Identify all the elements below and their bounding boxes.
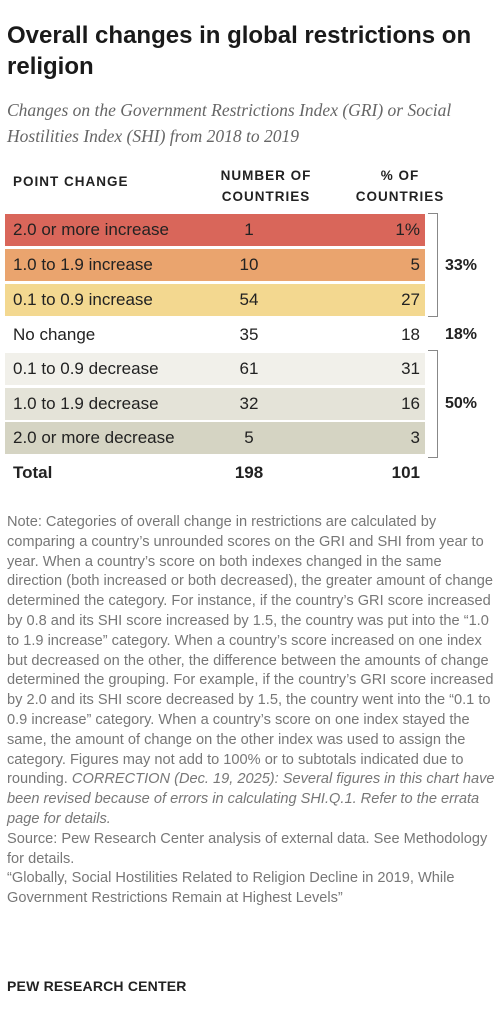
row-percent: 5 [410, 255, 420, 274]
subtotal-increase: 33% [445, 257, 478, 274]
subtotal-no-change: 18% [445, 326, 478, 343]
row-count: 10 [239, 255, 259, 274]
table-row: 1.0 to 1.9 increase 10 5 [5, 249, 425, 281]
chart-title: Overall changes in global restrictions o… [7, 22, 472, 80]
note-source: Source: Pew Research Center analysis of … [7, 830, 488, 867]
row-count: 32 [239, 394, 259, 413]
row-count: 5 [244, 428, 254, 447]
header-percent-of-countries: % OF COUNTRIES [350, 165, 450, 207]
table-row-total: Total 198 101 [5, 457, 425, 489]
bracket-increase [428, 213, 438, 317]
header-number-line2: COUNTRIES [221, 189, 311, 204]
note-correction: CORRECTION (Dec. 19, 2025): Several figu… [7, 771, 495, 827]
row-percent: 27 [401, 290, 420, 309]
subtotal-decrease: 50% [445, 395, 478, 412]
footer-brand: PEW RESEARCH CENTER [7, 978, 187, 994]
note-main: Note: Categories of overall change in re… [7, 514, 494, 788]
header-point-change: POINT CHANGE [13, 174, 129, 189]
header-number-line1: NUMBER OF [220, 168, 312, 183]
table-row: 0.1 to 0.9 decrease 61 31 [5, 353, 425, 385]
table-row: 2.0 or more increase 1 1% [5, 214, 425, 246]
row-count: 35 [239, 325, 259, 344]
header-percent-line1: % OF [380, 168, 420, 183]
row-label: No change [13, 325, 96, 344]
table-row: No change 35 18 [5, 319, 425, 351]
header-number-of-countries: NUMBER OF COUNTRIES [212, 165, 320, 207]
note-report-title: “Globally, Social Hostilities Related to… [7, 870, 455, 907]
total-label: Total [13, 463, 53, 482]
row-label: 2.0 or more decrease [13, 428, 175, 447]
row-percent: 1% [395, 220, 420, 239]
total-percent: 101 [391, 463, 420, 482]
header-percent-line2: COUNTRIES [355, 189, 445, 204]
row-label: 2.0 or more increase [13, 220, 169, 239]
row-label: 0.1 to 0.9 decrease [13, 359, 159, 378]
row-count: 1 [244, 220, 254, 239]
row-label: 1.0 to 1.9 increase [13, 255, 153, 274]
table-row: 2.0 or more decrease 5 3 [5, 422, 425, 454]
row-count: 54 [239, 290, 259, 309]
row-percent: 18 [401, 325, 420, 344]
row-label: 0.1 to 0.9 increase [13, 290, 153, 309]
chart-subtitle: Changes on the Government Restrictions I… [7, 100, 452, 146]
row-label: 1.0 to 1.9 decrease [13, 394, 159, 413]
table-row: 0.1 to 0.9 increase 54 27 [5, 284, 425, 316]
bracket-decrease [428, 350, 438, 458]
row-percent: 3 [410, 428, 420, 447]
row-count: 61 [239, 359, 259, 378]
total-count: 198 [234, 463, 264, 482]
notes: Note: Categories of overall change in re… [7, 513, 495, 909]
table-row: 1.0 to 1.9 decrease 32 16 [5, 388, 425, 420]
note-text: Note: Categories of overall change in re… [7, 513, 495, 830]
row-percent: 16 [401, 394, 420, 413]
row-percent: 31 [401, 359, 420, 378]
